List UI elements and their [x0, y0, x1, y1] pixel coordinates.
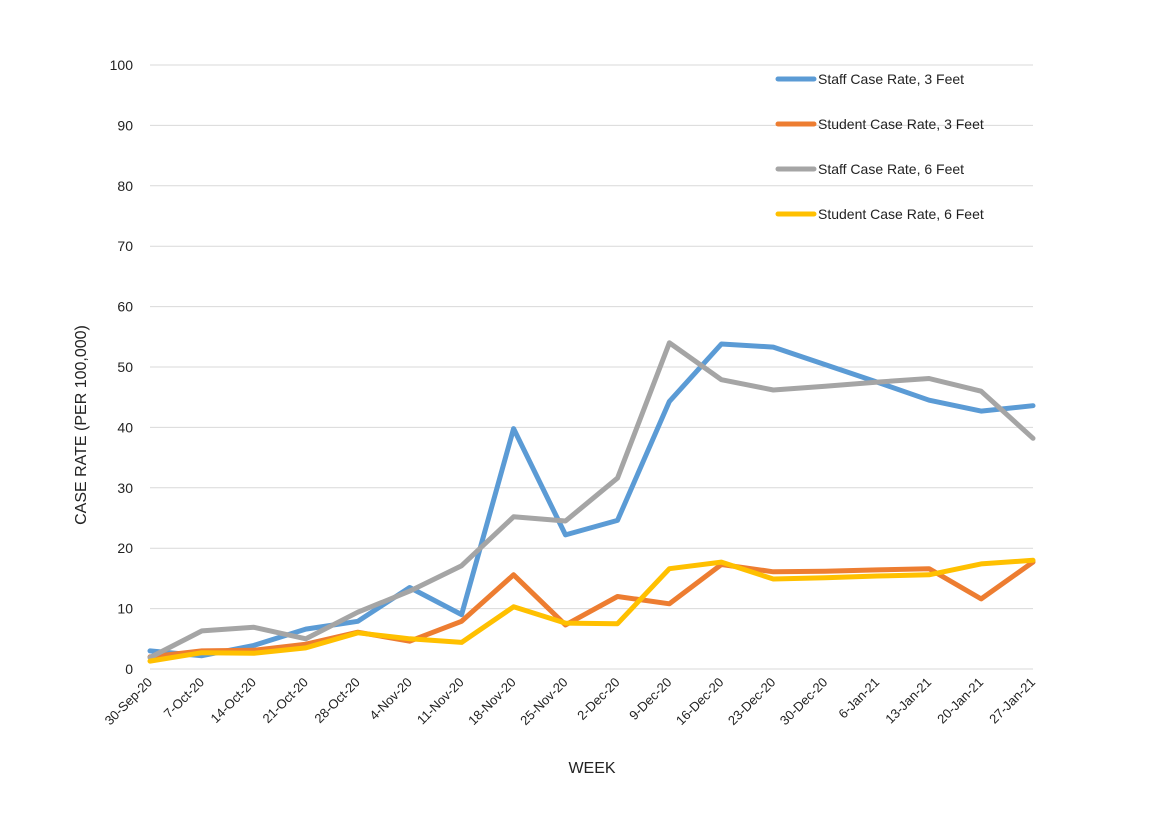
- x-tick-label: 14-Oct-20: [208, 675, 259, 726]
- legend-label-1: Staff Case Rate, 3 Feet: [818, 71, 964, 87]
- y-tick-label: 0: [125, 661, 133, 677]
- x-tick-label: 21-Oct-20: [259, 675, 310, 726]
- x-tick-label: 13-Jan-21: [882, 675, 934, 727]
- x-tick-label: 23-Dec-20: [725, 675, 779, 729]
- x-tick-label: 28-Oct-20: [311, 675, 362, 726]
- x-tick-label: 18-Nov-20: [465, 675, 519, 729]
- y-tick-label: 10: [117, 601, 133, 617]
- x-tick-label: 16-Dec-20: [673, 675, 727, 729]
- x-tick-label: 30-Sep-20: [102, 675, 156, 729]
- y-tick-label: 80: [117, 178, 133, 194]
- legend-label-2: Student Case Rate, 3 Feet: [818, 116, 984, 132]
- x-tick-label: 11-Nov-20: [414, 675, 467, 728]
- legend: Staff Case Rate, 3 Feet Student Case Rate…: [778, 71, 984, 222]
- y-tick-label: 60: [117, 299, 133, 315]
- x-tick-label: 2-Dec-20: [574, 675, 622, 723]
- x-tick-label: 6-Jan-21: [835, 675, 882, 722]
- x-tick-label: 20-Jan-21: [934, 675, 986, 727]
- x-tick-label: 30-Dec-20: [777, 675, 831, 729]
- x-axis-title: WEEK: [568, 760, 615, 777]
- y-tick-label: 20: [117, 540, 133, 556]
- y-tick-label: 100: [110, 57, 134, 73]
- series-lines: [150, 343, 1033, 662]
- y-tick-label: 40: [117, 419, 133, 435]
- x-tick-label: 7-Oct-20: [161, 675, 207, 721]
- x-tick-label: 9-Dec-20: [626, 675, 674, 723]
- y-tick-label: 70: [117, 238, 133, 254]
- gridlines: [150, 65, 1033, 669]
- y-tick-label: 90: [117, 117, 133, 133]
- y-tick-label: 50: [117, 359, 133, 375]
- legend-label-3: Staff Case Rate, 6 Feet: [818, 161, 964, 177]
- legend-label-4: Student Case Rate, 6 Feet: [818, 206, 984, 222]
- x-tick-label: 4-Nov-20: [366, 675, 414, 723]
- x-tick-label: 25-Nov-20: [517, 675, 571, 729]
- y-tick-label: 30: [117, 480, 133, 496]
- y-axis-title: CASE RATE (PER 100,000): [73, 325, 90, 525]
- x-tick-label: 27-Jan-21: [986, 675, 1038, 727]
